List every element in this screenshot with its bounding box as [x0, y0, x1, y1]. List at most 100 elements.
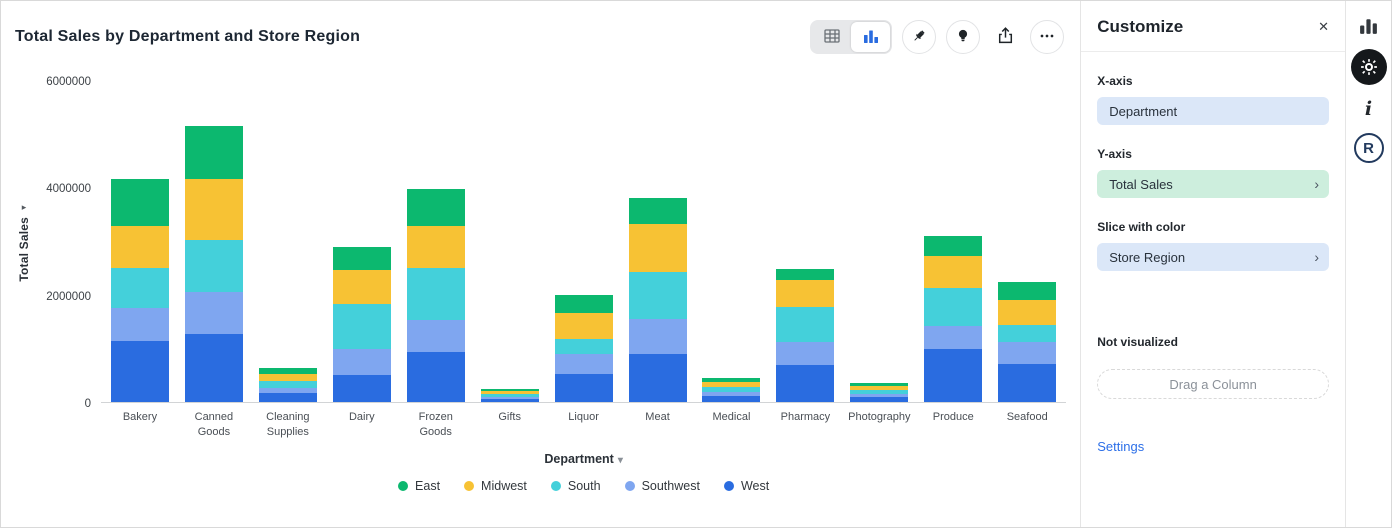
- bar-produce[interactable]: [916, 236, 990, 402]
- gear-icon[interactable]: [1350, 49, 1387, 85]
- bar-segment-south[interactable]: [554, 339, 613, 354]
- bar-segment-west[interactable]: [776, 365, 835, 402]
- bar-dairy[interactable]: [325, 247, 399, 402]
- bar-segment-midwest[interactable]: [628, 224, 687, 272]
- bar-segment-east[interactable]: [110, 179, 169, 226]
- stacked-bar[interactable]: [406, 189, 465, 402]
- stacked-bar[interactable]: [850, 383, 909, 402]
- bar-segment-east[interactable]: [554, 295, 613, 313]
- bar-cleaning-supplies[interactable]: [251, 368, 325, 402]
- bar-seafood[interactable]: [990, 282, 1064, 402]
- bar-bakery[interactable]: [103, 179, 177, 402]
- bar-segment-midwest[interactable]: [924, 256, 983, 288]
- y-axis-title[interactable]: ▸ Total Sales: [11, 81, 37, 403]
- bar-segment-west[interactable]: [554, 374, 613, 402]
- bar-segment-southwest[interactable]: [184, 292, 243, 334]
- bar-segment-west[interactable]: [480, 399, 539, 402]
- stacked-bar[interactable]: [184, 126, 243, 402]
- bar-segment-midwest[interactable]: [998, 300, 1057, 325]
- stacked-bar[interactable]: [258, 368, 317, 402]
- bar-segment-south[interactable]: [110, 268, 169, 308]
- bar-segment-east[interactable]: [702, 378, 761, 382]
- bar-segment-south[interactable]: [628, 272, 687, 319]
- bar-segment-west[interactable]: [184, 334, 243, 402]
- bar-segment-east[interactable]: [258, 368, 317, 374]
- bar-pharmacy[interactable]: [768, 269, 842, 402]
- bar-segment-southwest[interactable]: [554, 354, 613, 374]
- legend-item-southwest[interactable]: Southwest: [624, 479, 700, 493]
- bar-segment-south[interactable]: [406, 268, 465, 320]
- bar-segment-southwest[interactable]: [406, 320, 465, 352]
- bar-medical[interactable]: [695, 378, 769, 402]
- x-axis-title[interactable]: Department ▾: [101, 452, 1066, 466]
- bar-segment-south[interactable]: [184, 240, 243, 292]
- bar-segment-west[interactable]: [332, 375, 391, 402]
- bar-segment-west[interactable]: [998, 364, 1057, 402]
- bar-segment-southwest[interactable]: [480, 397, 539, 399]
- bar-segment-west[interactable]: [406, 352, 465, 402]
- bar-frozen-goods[interactable]: [399, 189, 473, 402]
- slice-color-pill[interactable]: Store Region ›: [1097, 243, 1330, 271]
- r-logo-icon[interactable]: R: [1353, 133, 1384, 163]
- table-view-button[interactable]: [812, 22, 851, 52]
- bar-segment-southwest[interactable]: [258, 388, 317, 393]
- bar-segment-east[interactable]: [850, 383, 909, 386]
- bar-segment-west[interactable]: [702, 396, 761, 402]
- bar-segment-east[interactable]: [924, 236, 983, 256]
- bar-segment-south[interactable]: [998, 325, 1057, 342]
- bar-canned-goods[interactable]: [177, 126, 251, 402]
- legend-item-west[interactable]: West: [723, 479, 769, 493]
- bar-segment-south[interactable]: [702, 387, 761, 392]
- chart-view-button[interactable]: [851, 22, 891, 52]
- legend-item-midwest[interactable]: Midwest: [464, 479, 527, 493]
- bar-segment-midwest[interactable]: [406, 226, 465, 268]
- bar-segment-west[interactable]: [258, 393, 317, 402]
- bar-segment-west[interactable]: [924, 349, 983, 402]
- bar-segment-midwest[interactable]: [184, 179, 243, 240]
- y-axis-pill[interactable]: Total Sales ›: [1097, 170, 1330, 198]
- stacked-bar[interactable]: [628, 198, 687, 402]
- stacked-bar[interactable]: [702, 378, 761, 402]
- bar-segment-east[interactable]: [998, 282, 1057, 300]
- bar-segment-east[interactable]: [776, 269, 835, 280]
- drag-column-dropzone[interactable]: Drag a Column: [1097, 369, 1330, 399]
- bar-segment-southwest[interactable]: [628, 319, 687, 354]
- legend-item-east[interactable]: East: [398, 479, 440, 493]
- bar-segment-midwest[interactable]: [554, 313, 613, 339]
- settings-link[interactable]: Settings: [1097, 439, 1145, 454]
- bar-segment-east[interactable]: [406, 189, 465, 226]
- stacked-bar[interactable]: [332, 247, 391, 402]
- bar-segment-west[interactable]: [850, 397, 909, 402]
- bar-chart-icon[interactable]: [1358, 15, 1379, 36]
- bar-segment-east[interactable]: [332, 247, 391, 270]
- bar-segment-southwest[interactable]: [998, 342, 1057, 364]
- bar-segment-west[interactable]: [628, 354, 687, 402]
- bar-segment-midwest[interactable]: [480, 391, 539, 394]
- bar-segment-south[interactable]: [258, 381, 317, 388]
- pin-button[interactable]: [902, 20, 937, 54]
- bar-liquor[interactable]: [547, 295, 621, 402]
- legend-item-south[interactable]: South: [550, 479, 601, 493]
- bar-segment-midwest[interactable]: [850, 386, 909, 390]
- bar-segment-east[interactable]: [628, 198, 687, 224]
- x-axis-pill[interactable]: Department: [1097, 97, 1330, 125]
- bar-segment-west[interactable]: [110, 341, 169, 402]
- lightbulb-button[interactable]: [946, 20, 981, 54]
- bar-segment-southwest[interactable]: [110, 308, 169, 341]
- bar-segment-south[interactable]: [480, 394, 539, 397]
- stacked-bar[interactable]: [110, 179, 169, 402]
- bar-segment-east[interactable]: [480, 389, 539, 391]
- more-options-button[interactable]: [1030, 20, 1065, 54]
- bar-segment-southwest[interactable]: [850, 394, 909, 397]
- bar-segment-east[interactable]: [184, 126, 243, 179]
- bar-segment-midwest[interactable]: [258, 374, 317, 381]
- bar-segment-south[interactable]: [924, 288, 983, 326]
- bar-segment-midwest[interactable]: [702, 382, 761, 387]
- info-icon[interactable]: i: [1364, 98, 1373, 120]
- bar-gifts[interactable]: [473, 389, 547, 402]
- bar-segment-south[interactable]: [776, 307, 835, 342]
- bar-segment-south[interactable]: [850, 390, 909, 394]
- close-icon[interactable]: ✕: [1318, 19, 1330, 34]
- stacked-bar[interactable]: [480, 389, 539, 402]
- stacked-bar[interactable]: [554, 295, 613, 402]
